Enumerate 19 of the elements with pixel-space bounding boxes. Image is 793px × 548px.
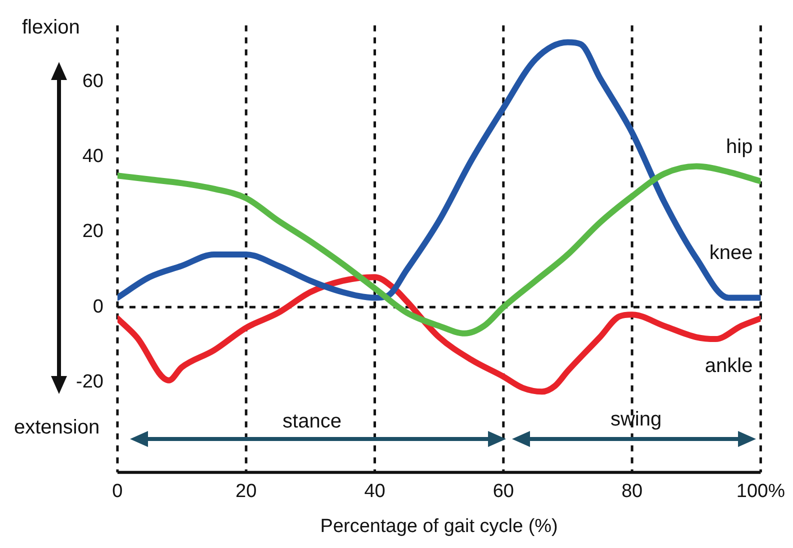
y-tick-label: 40 [82,146,104,168]
x-tick-label: 0 [112,481,123,502]
x-tick-label: 40 [364,481,386,502]
x-tick-label: 60 [492,481,514,502]
series-label: knee [709,242,753,264]
annotation: stance [282,410,342,433]
x-tick-label: 20 [236,481,257,502]
series-label: ankle [704,354,753,377]
x-tick-label: 80 [621,481,643,502]
x-tick-label: 100% [736,481,786,502]
y-tick-label: 60 [82,70,104,92]
y-tick-label: 0 [92,296,104,318]
x-axis-title: Percentage of gait cycle (%) [320,516,558,537]
y-tick-label: -20 [76,371,104,392]
series-label: hip [726,136,753,158]
text: extension [14,416,100,439]
y-tick-label: 20 [82,221,104,242]
text: flexion [22,16,80,39]
annotation: swing [610,408,662,431]
